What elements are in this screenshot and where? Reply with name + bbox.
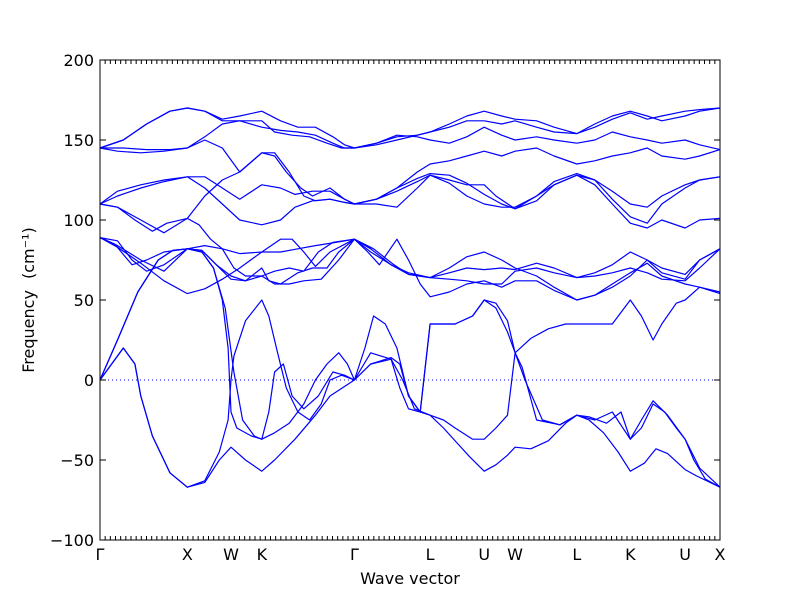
band-line-11 — [99, 173, 721, 210]
x-tick-label-8: L — [572, 545, 581, 564]
x-tick-label-0: Γ — [96, 545, 105, 564]
y-tick-label: 0 — [84, 371, 94, 390]
band-line-10 — [99, 173, 721, 226]
x-tick-label-4: Γ — [350, 545, 359, 564]
y-tick-label: 200 — [63, 51, 94, 70]
plot-frame — [99, 59, 721, 541]
x-tick-label-9: K — [625, 545, 636, 564]
x-axis-label: Wave vector — [360, 569, 460, 588]
band-line-6 — [99, 237, 721, 285]
x-tick-label-1: X — [182, 545, 193, 564]
x-tick-label-5: L — [426, 545, 435, 564]
y-tick-label: −100 — [50, 531, 94, 550]
y-axis-label-unit: (cm⁻¹) — [19, 227, 38, 279]
y-tick-label: −50 — [60, 451, 94, 470]
band-line-5 — [99, 237, 721, 285]
x-tick-label-11: X — [715, 545, 726, 564]
x-tick-label-7: W — [507, 545, 523, 564]
band-line-16 — [100, 120, 721, 151]
band-line-7 — [99, 237, 721, 301]
x-tick-label-3: K — [257, 545, 268, 564]
x-tick-label-6: U — [478, 545, 490, 564]
y-axis-label-text: Frequency — [19, 290, 38, 373]
band-line-4 — [99, 248, 721, 488]
band-line-3 — [99, 248, 721, 488]
band-line-12 — [99, 152, 721, 234]
band-line-13 — [99, 139, 721, 205]
band-line-14 — [99, 107, 721, 149]
y-tick-labels: −100 −50 0 50 100 150 200 — [50, 51, 94, 550]
band-line-1 — [99, 347, 721, 488]
y-axis-label: Frequency (cm⁻¹) — [19, 227, 38, 372]
band-line-9 — [99, 203, 355, 285]
band-line-2 — [99, 286, 721, 488]
x-tick-label-2: W — [223, 545, 239, 564]
y-tick-label: 100 — [63, 211, 94, 230]
plot-area — [99, 59, 721, 541]
band-lines — [99, 107, 721, 488]
band-line-15 — [99, 107, 721, 149]
x-tick-label-10: U — [679, 545, 691, 564]
axis-ticks — [100, 59, 720, 541]
y-tick-label: 150 — [63, 131, 94, 150]
y-tick-label: 50 — [74, 291, 94, 310]
